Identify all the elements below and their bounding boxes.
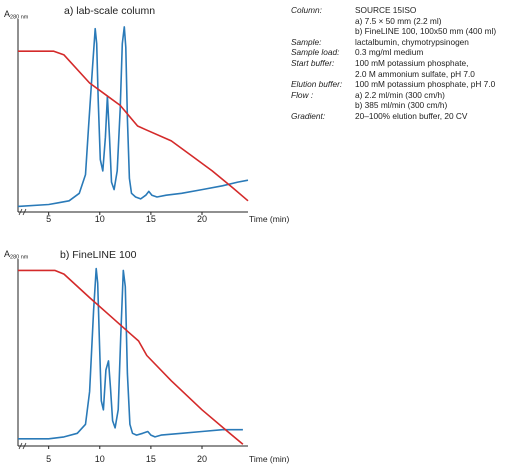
y-axis-label-b: A280 nm (4, 249, 29, 261)
condition-value-line: a) 2.2 ml/min (300 cm/h) (355, 89, 445, 100)
condition-value-line: b) 385 ml/min (300 cm/h) (355, 100, 448, 111)
condition-value-line: 100 mM potassium phosphate, pH 7.0 (355, 79, 496, 90)
condition-value-line: 0.3 mg/ml medium (355, 47, 424, 58)
condition-value-line: lactalbumin, chymotrypsinogen (355, 36, 469, 47)
x-tick-label-a-20: 20 (197, 214, 207, 224)
x-tick-label-b-5: 5 (46, 454, 51, 464)
condition-row: Column: SOURCE 15ISO a) 7.5 × 50 mm (2.2 m… (291, 5, 496, 37)
condition-value: a) 2.2 ml/min (300 cm/h) b) 385 ml/min (3… (355, 90, 447, 111)
condition-row: Start buffer: 100 mM potassium phosphate,… (291, 58, 496, 79)
condition-value-line: a) 7.5 × 50 mm (2.2 ml) (355, 15, 442, 26)
chart-title-a: a) lab-scale column (64, 5, 155, 17)
condition-label: Column: (291, 5, 322, 15)
x-tick-label-a-5: 5 (46, 214, 51, 224)
x-axis-label-b: Time (min) (249, 454, 289, 464)
condition-row: Flow : a) 2.2 ml/min (300 cm/h) b) 385 ml/… (291, 90, 496, 111)
condition-label: Sample load: (291, 47, 340, 58)
condition-value-line: 100 mM potassium phosphate, (355, 57, 469, 68)
condition-value: SOURCE 15ISO a) 7.5 × 50 mm (2.2 ml) b) Fi… (355, 5, 496, 37)
condition-label: Sample: (291, 36, 322, 47)
axis-break-a (18, 208, 27, 216)
condition-label: Start buffer: (291, 57, 335, 68)
gradient-trace-b (18, 269, 244, 445)
x-axis-label-a: Time (min) (249, 214, 289, 224)
condition-row: Sample load: 0.3 mg/ml medium (291, 47, 496, 58)
x-tick-label-b-15: 15 (146, 454, 156, 464)
chart-title-b: b) FineLINE 100 (60, 249, 137, 261)
absorbance-trace-b (18, 267, 243, 440)
condition-value: lactalbumin, chymotrypsinogen (355, 37, 469, 48)
chart-b: 5 10 15 20 Time (min) A280 nm b) FineLINE 100 (4, 249, 289, 464)
x-tick-label-a-10: 10 (95, 214, 105, 224)
absorbance-trace-a (17, 26, 249, 208)
condition-value-line: SOURCE 15ISO (355, 5, 417, 15)
chart-a: 5 10 15 20 Time (min) A280 nm a) lab-scale col… (4, 5, 289, 224)
axis-break-b (18, 442, 27, 450)
condition-label: Flow : (291, 89, 314, 100)
conditions-table: Column: SOURCE 15ISO a) 7.5 × 50 mm (2.2 m… (291, 5, 496, 122)
condition-value: 0.3 mg/ml medium (355, 47, 423, 58)
condition-value-line: 2.0 M ammonium sulfate, pH 7.0 (355, 68, 475, 79)
x-tick-label-a-15: 15 (146, 214, 156, 224)
condition-value: 100 mM potassium phosphate, pH 7.0 (355, 79, 495, 90)
condition-value: 20–100% elution buffer, 20 CV (355, 111, 467, 122)
condition-label: Gradient: (291, 110, 326, 121)
gradient-trace-a (18, 50, 249, 202)
x-tick-label-b-20: 20 (197, 454, 207, 464)
condition-row: Elution buffer: 100 mM potassium phosphat… (291, 79, 496, 90)
condition-value: 100 mM potassium phosphate, 2.0 M ammoniu… (355, 58, 475, 79)
y-axis-label-a: A280 nm (4, 9, 29, 21)
condition-value-line: 20–100% elution buffer, 20 CV (355, 110, 468, 121)
condition-value-line: b) FineLINE 100, 100x50 mm (400 ml) (355, 26, 497, 37)
x-tick-label-b-10: 10 (95, 454, 105, 464)
condition-row: Gradient: 20–100% elution buffer, 20 CV (291, 111, 496, 122)
condition-row: Sample: lactalbumin, chymotrypsinogen (291, 37, 496, 48)
condition-label: Elution buffer: (291, 79, 343, 90)
